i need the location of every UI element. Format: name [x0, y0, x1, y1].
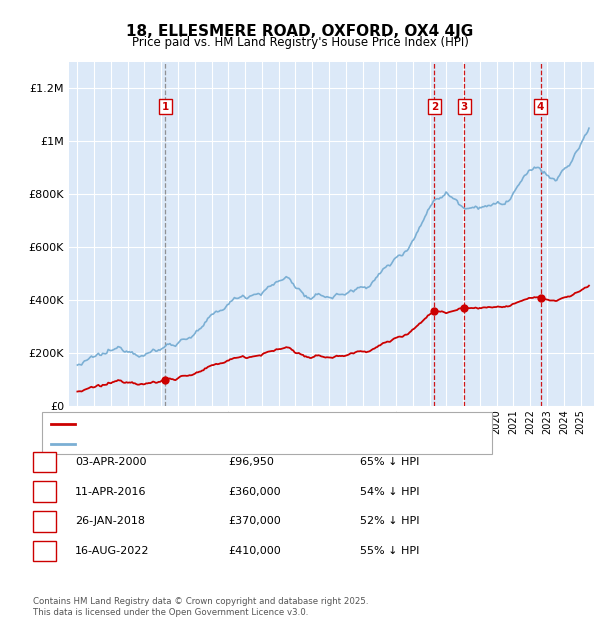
Text: 3: 3 — [41, 516, 48, 526]
Text: 55% ↓ HPI: 55% ↓ HPI — [360, 546, 419, 556]
Text: £360,000: £360,000 — [228, 487, 281, 497]
Text: 3: 3 — [461, 102, 468, 112]
Text: 26-JAN-2018: 26-JAN-2018 — [75, 516, 145, 526]
Text: 2: 2 — [41, 487, 48, 497]
Text: Price paid vs. HM Land Registry's House Price Index (HPI): Price paid vs. HM Land Registry's House … — [131, 36, 469, 49]
Text: £370,000: £370,000 — [228, 516, 281, 526]
Text: 11-APR-2016: 11-APR-2016 — [75, 487, 146, 497]
Text: £96,950: £96,950 — [228, 457, 274, 467]
Text: 18, ELLESMERE ROAD, OXFORD, OX4 4JG (detached house): 18, ELLESMERE ROAD, OXFORD, OX4 4JG (det… — [79, 419, 403, 429]
Text: 16-AUG-2022: 16-AUG-2022 — [75, 546, 149, 556]
Text: 1: 1 — [162, 102, 169, 112]
Text: 18, ELLESMERE ROAD, OXFORD, OX4 4JG: 18, ELLESMERE ROAD, OXFORD, OX4 4JG — [127, 24, 473, 38]
Text: 03-APR-2000: 03-APR-2000 — [75, 457, 146, 467]
Text: HPI: Average price, detached house, Oxford: HPI: Average price, detached house, Oxfo… — [79, 439, 319, 449]
Text: Contains HM Land Registry data © Crown copyright and database right 2025.
This d: Contains HM Land Registry data © Crown c… — [33, 598, 368, 617]
Text: £410,000: £410,000 — [228, 546, 281, 556]
Text: 54% ↓ HPI: 54% ↓ HPI — [360, 487, 419, 497]
Text: 1: 1 — [41, 457, 48, 467]
Text: 65% ↓ HPI: 65% ↓ HPI — [360, 457, 419, 467]
Text: 4: 4 — [537, 102, 544, 112]
Text: 4: 4 — [40, 546, 49, 556]
Text: 2: 2 — [431, 102, 438, 112]
Text: 52% ↓ HPI: 52% ↓ HPI — [360, 516, 419, 526]
